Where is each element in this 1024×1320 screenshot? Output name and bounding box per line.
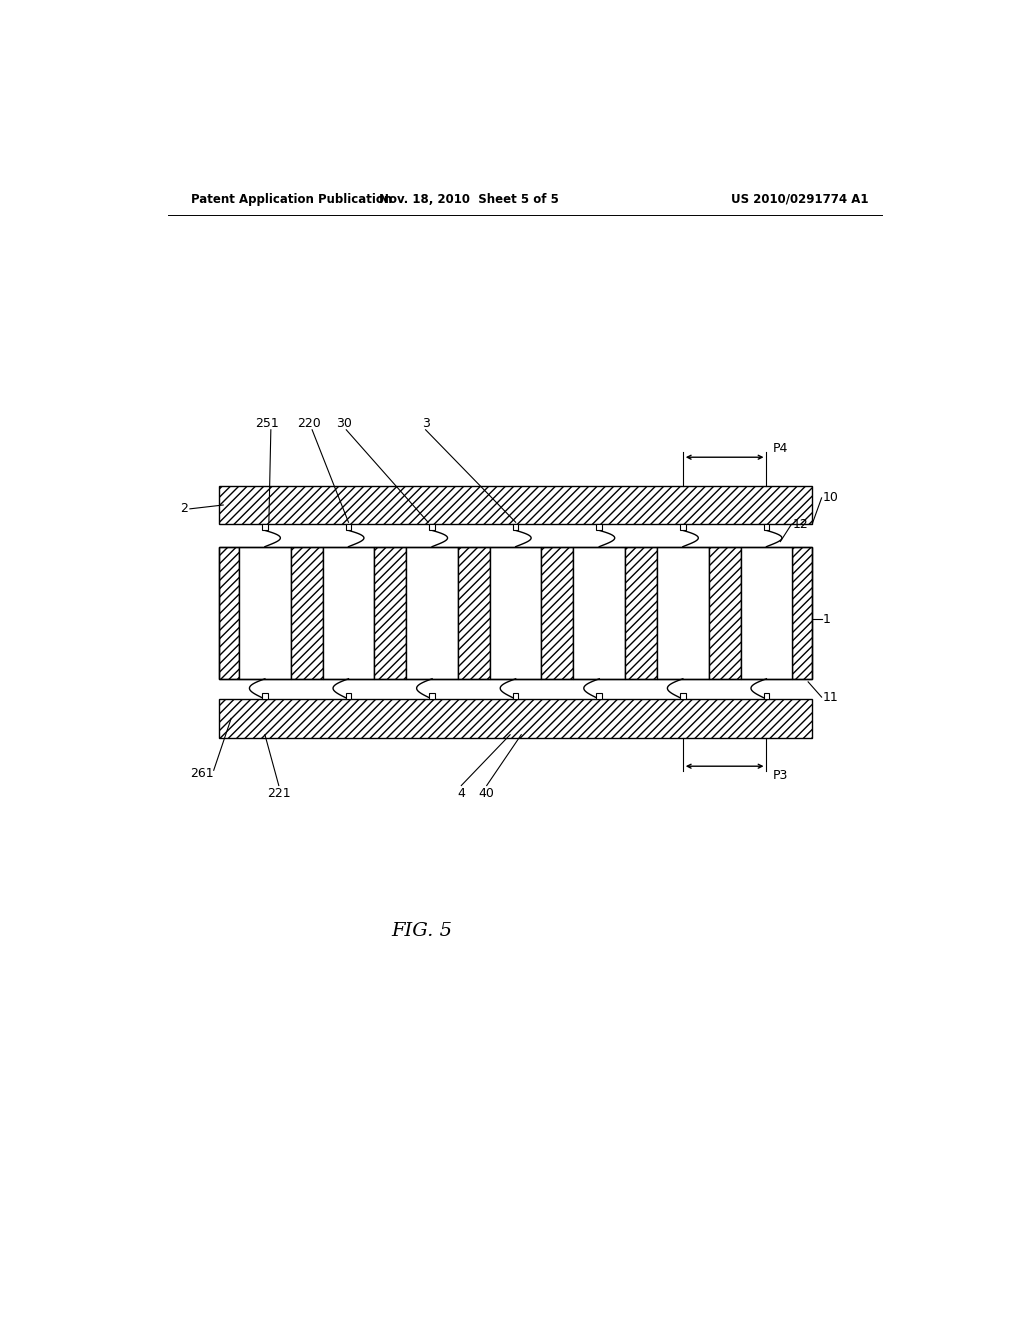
Bar [597,693,602,700]
Bar [657,546,709,678]
Bar [219,546,240,678]
Text: 30: 30 [336,417,352,430]
Bar [458,546,489,678]
Bar [680,693,686,700]
Text: Nov. 18, 2010  Sheet 5 of 5: Nov. 18, 2010 Sheet 5 of 5 [379,193,559,206]
Bar [407,546,458,678]
Bar [240,546,291,678]
Bar [291,546,323,678]
Text: 261: 261 [189,767,214,780]
Text: P4: P4 [773,442,788,455]
Text: P3: P3 [773,770,788,783]
Bar [262,693,267,700]
Text: 2: 2 [179,503,187,515]
Bar [573,546,625,678]
Bar [219,486,812,524]
Bar [489,546,542,678]
Bar [793,546,812,678]
Bar [346,524,351,531]
Text: US 2010/0291774 A1: US 2010/0291774 A1 [731,193,868,206]
Bar [764,693,769,700]
Bar [219,700,812,738]
Bar [513,524,518,531]
Bar [219,546,812,678]
Bar [429,693,435,700]
Bar [262,524,267,531]
Bar [375,546,407,678]
Text: 11: 11 [822,690,839,704]
Text: 251: 251 [255,417,279,430]
Text: 12: 12 [793,517,809,531]
Text: FIG. 5: FIG. 5 [391,921,453,940]
Text: 1: 1 [822,612,830,626]
Bar [542,546,573,678]
Bar [625,546,657,678]
Text: 10: 10 [822,491,839,504]
Bar [709,546,740,678]
Bar [323,546,375,678]
Bar [764,524,769,531]
Bar [680,524,686,531]
Bar [429,524,435,531]
Bar [597,524,602,531]
Text: Patent Application Publication: Patent Application Publication [191,193,393,206]
Bar [346,693,351,700]
Text: 3: 3 [422,417,429,430]
Text: 220: 220 [297,417,321,430]
Bar [513,693,518,700]
Text: 221: 221 [267,787,291,800]
Text: 40: 40 [479,787,495,800]
Text: 4: 4 [458,787,465,800]
Bar [740,546,793,678]
